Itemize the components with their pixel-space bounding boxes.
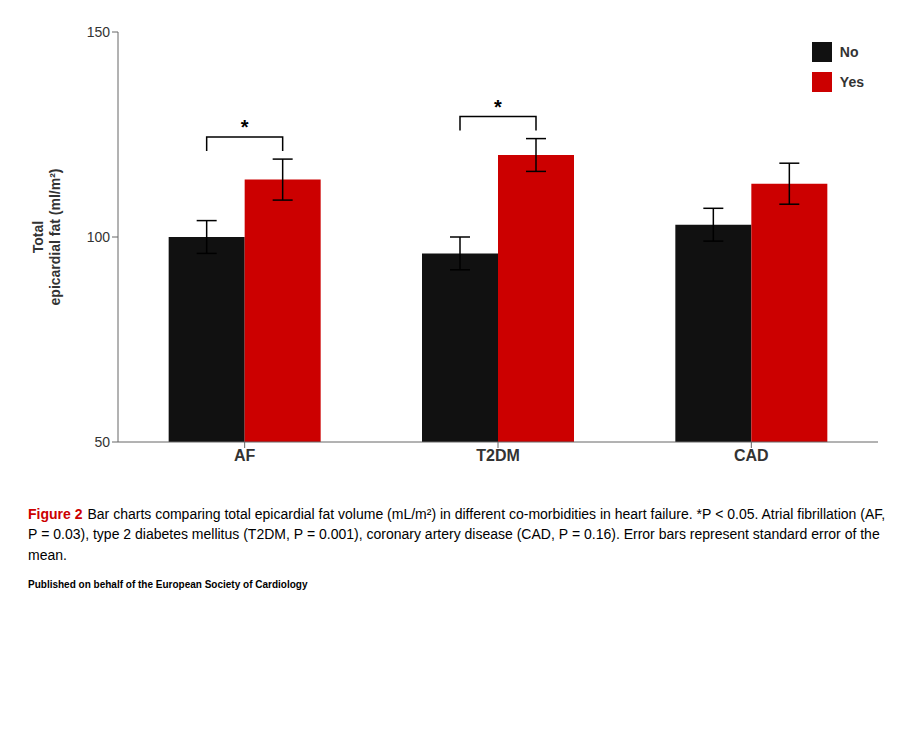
svg-text:T2DM: T2DM — [476, 447, 520, 464]
html-text:No: No — [839, 44, 859, 60]
html-text:Published on behalf of the Eur: Published on behalf of the European Soci… — [28, 578, 308, 590]
svg-text:*: * — [241, 116, 249, 138]
svg-text:Totalepicardial fat (ml/m²): Totalepicardial fat (ml/m²) — [30, 169, 63, 306]
html-text:Figure 2 Bar charts comparing: Figure 2 Bar charts comparing total epic… — [28, 506, 886, 563]
svg-text:50: 50 — [94, 434, 110, 450]
svg-text:150: 150 — [87, 24, 111, 40]
svg-text:*: * — [494, 96, 502, 118]
svg-text:AF: AF — [234, 447, 256, 464]
html-text:Yes: Yes — [839, 74, 864, 90]
svg-text:CAD: CAD — [734, 447, 769, 464]
svg-text:100: 100 — [87, 229, 111, 245]
